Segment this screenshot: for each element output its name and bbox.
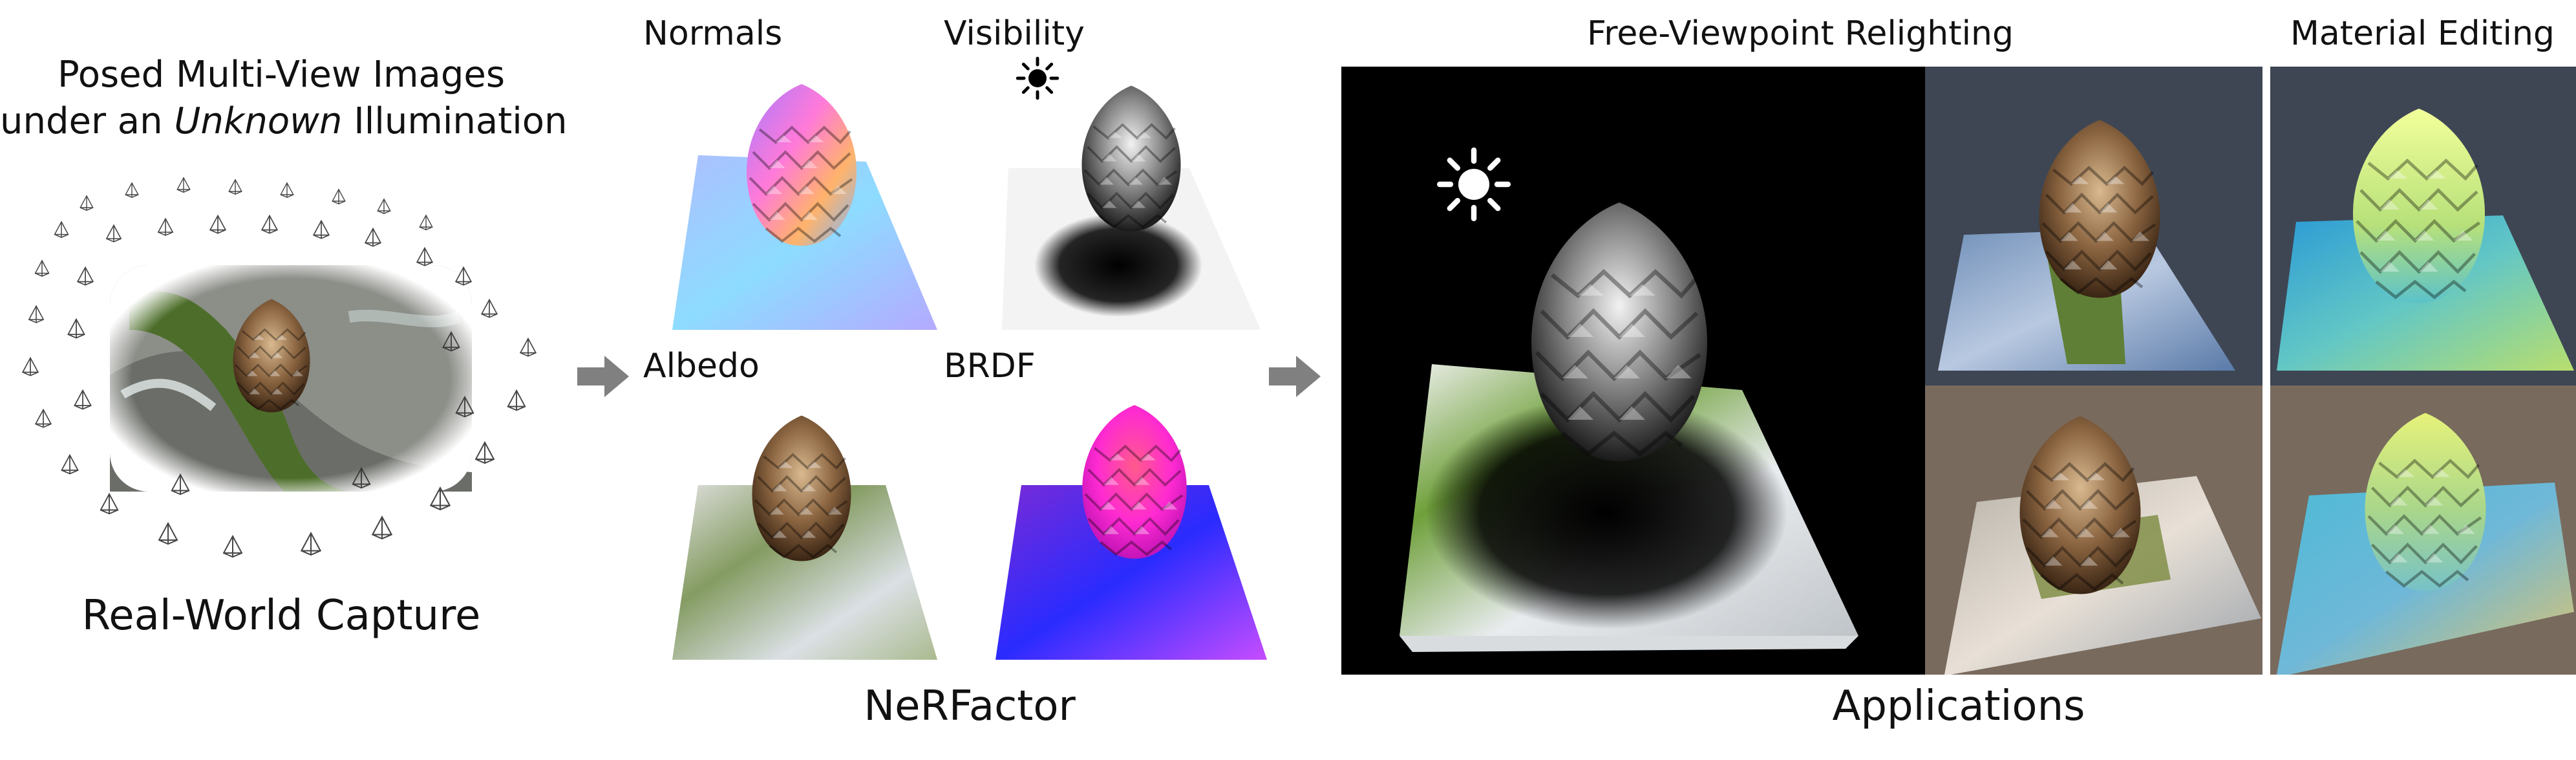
section-label-nerfactor: NeRFactor [864,682,1076,730]
relighting-top-panel [1925,67,2262,385]
label-albedo: Albedo [643,347,760,385]
albedo-panel [672,388,944,666]
input-caption-line1: Posed Multi-View Images [57,54,506,96]
multi-view-capture-illustration [13,162,556,563]
caption-emphasis: Unknown [174,100,343,142]
section-label-real-world-capture: Real-World Capture [81,592,481,640]
sun-icon [1015,56,1060,101]
label-free-viewpoint-relighting: Free-Viewpoint Relighting [1586,14,2014,53]
brdf-panel [995,388,1273,666]
label-visibility: Visibility [944,14,1085,53]
caption-post: Illumination [342,100,568,142]
relighting-bottom-panel [1925,385,2262,675]
sun-icon-relight [1435,146,1513,223]
arrow-right-icon-2 [1269,356,1321,397]
relighting-main-panel [1341,67,1925,675]
material-editing-top-panel [2270,67,2576,385]
arrow-right-icon [577,356,629,397]
label-normals: Normals [643,14,783,53]
visibility-panel [995,58,1267,336]
label-brdf: BRDF [944,347,1036,385]
caption-pre: under an [0,100,175,142]
input-caption-line2: under an Unknown Illumination [0,100,568,142]
label-material-editing: Material Editing [2290,14,2555,53]
material-editing-bottom-panel [2270,385,2576,675]
section-label-applications: Applications [1832,682,2085,730]
normals-panel [672,58,944,336]
